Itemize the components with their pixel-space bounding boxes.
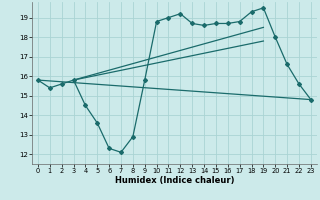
- X-axis label: Humidex (Indice chaleur): Humidex (Indice chaleur): [115, 176, 234, 185]
